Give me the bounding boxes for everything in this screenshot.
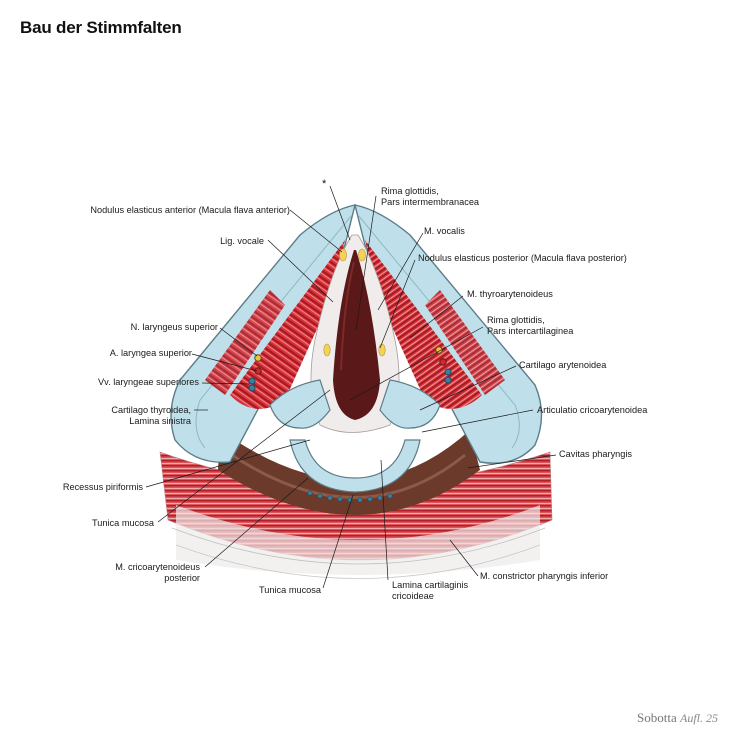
label-nodulus-posterior: Nodulus elasticus posterior (Macula flav…	[418, 253, 627, 263]
label-m-thyroarytenoideus: M. thyroarytenoideus	[467, 289, 553, 299]
label-m-vocalis: M. vocalis	[424, 226, 465, 236]
label-a-laryngea-superior: A. laryngea superior	[109, 348, 192, 358]
label-cartilago-thyroidea: Cartilago thyroidea, Lamina sinistra	[111, 405, 191, 426]
label-rima-intercartilaginea: Rima glottidis, Pars intercartilaginea	[487, 315, 574, 336]
label-n-laryngeus-superior: N. laryngeus superior	[130, 322, 218, 332]
label-lig-vocale: Lig. vocale	[220, 236, 264, 246]
label-rima-intermembranacea: Rima glottidis, Pars intermembranacea	[381, 186, 480, 207]
label-nodulus-anterior: Nodulus elasticus anterior (Macula flava…	[90, 205, 290, 215]
label-cavitas-pharyngis: Cavitas pharyngis	[559, 449, 633, 459]
label-cartilago-arytenoidea: Cartilago arytenoidea	[519, 360, 607, 370]
asterisk-marker: *	[322, 178, 327, 190]
credit-edition: Aufl. 25	[680, 711, 718, 725]
leader-lines	[145, 185, 557, 589]
credit-name: Sobotta	[637, 710, 677, 725]
label-tunica-mucosa-bottom: Tunica mucosa	[259, 585, 321, 595]
credit-line: Sobotta Aufl. 25	[637, 710, 718, 726]
label-articulatio-cricoarytenoidea: Articulatio cricoarytenoidea	[537, 405, 648, 415]
page-title: Bau der Stimmfalten	[20, 18, 182, 37]
label-m-constrictor: M. constrictor pharyngis inferior	[480, 571, 609, 581]
label-tunica-mucosa-left: Tunica mucosa	[92, 518, 154, 528]
label-recessus-piriformis: Recessus piriformis	[62, 482, 143, 492]
label-m-cricoarytenoideus: M. cricoarytenoideus posterior	[115, 562, 200, 583]
label-vv-laryngeae: Vv. laryngeae superiores	[98, 377, 199, 387]
label-lamina-cricoideae: Lamina cartilaginis cricoideae	[392, 580, 469, 601]
